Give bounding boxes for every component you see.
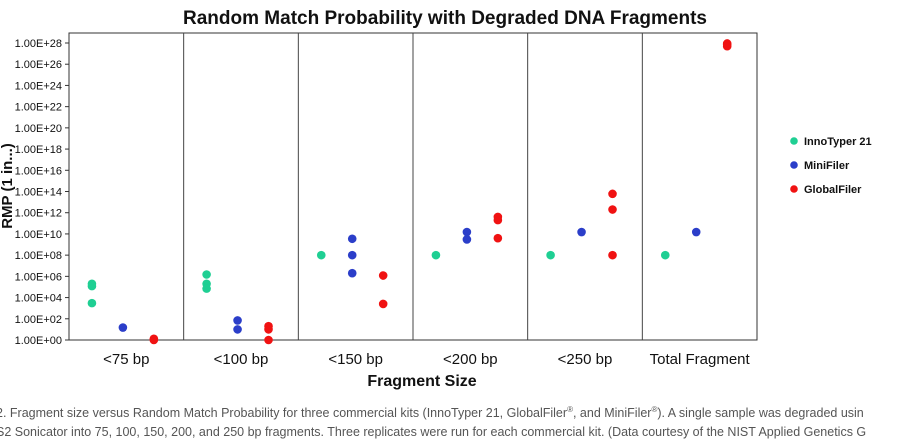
- data-point: [378, 299, 388, 309]
- data-point: [577, 227, 586, 237]
- y-tick-label: 1.00E+12: [15, 208, 62, 220]
- data-point: [608, 189, 617, 199]
- data-point: [431, 250, 441, 260]
- data-point: [347, 268, 357, 278]
- legend-label: MiniFiler: [804, 160, 850, 172]
- y-tick-label: 1.00E+26: [15, 59, 62, 71]
- data-point: [233, 325, 242, 334]
- y-tick-label: 1.00E+10: [15, 229, 62, 241]
- x-tick-label: <250 bp: [558, 351, 613, 368]
- data-point: [347, 250, 357, 260]
- y-tick-label: 1.00E+20: [15, 123, 62, 135]
- y-tick-label: 1.00E+14: [15, 187, 62, 199]
- x-tick-label: <150 bp: [328, 351, 383, 368]
- data-point: [264, 321, 273, 331]
- data-point: [660, 250, 670, 260]
- data-point: [87, 281, 97, 291]
- legend-label: InnoTyper 21: [804, 136, 872, 148]
- data-point: [149, 334, 159, 344]
- data-point: [691, 227, 701, 237]
- y-tick-label: 1.00E+18: [15, 144, 62, 156]
- legend-label: GlobalFiler: [804, 184, 862, 196]
- y-tick-label: 1.00E+00: [15, 335, 62, 347]
- data-point: [347, 234, 357, 244]
- chart-title: Random Match Probability with Degraded D…: [183, 8, 707, 29]
- data-point: [462, 235, 472, 244]
- y-tick-label: 1.00E+08: [15, 250, 62, 262]
- x-tick-label: <75 bp: [103, 351, 149, 368]
- y-axis-label: RMP (1 in...): [0, 143, 16, 229]
- y-tick-label: 1.00E+24: [15, 80, 62, 92]
- legend-marker: [790, 161, 798, 169]
- data-point: [87, 298, 97, 308]
- data-point: [316, 250, 326, 260]
- caption-line-1: 2. Fragment size versus Random Match Pro…: [0, 405, 864, 421]
- x-tick-label: <100 bp: [214, 351, 269, 368]
- y-tick-label: 1.00E+06: [15, 271, 62, 283]
- data-point: [264, 335, 273, 345]
- x-tick-label: Total Fragment: [650, 351, 751, 368]
- y-tick-label: 1.00E+16: [15, 165, 62, 177]
- caption-line-2: S2 Sonicator into 75, 100, 150, 200, and…: [0, 425, 867, 440]
- data-point: [493, 212, 503, 222]
- y-tick-label: 1.00E+02: [15, 314, 62, 326]
- legend-marker: [790, 137, 798, 145]
- chart: Random Match Probability with Degraded D…: [0, 8, 872, 390]
- data-point: [202, 270, 211, 279]
- y-tick-label: 1.00E+28: [15, 38, 62, 50]
- data-point: [118, 323, 128, 332]
- data-point: [546, 250, 555, 260]
- y-tick-label: 1.00E+22: [15, 102, 62, 114]
- data-point: [378, 271, 388, 280]
- data-point: [722, 39, 732, 48]
- data-point: [493, 233, 503, 243]
- y-tick-label: 1.00E+04: [15, 293, 62, 305]
- data-point: [608, 205, 617, 214]
- data-point: [462, 227, 472, 237]
- data-point: [233, 316, 242, 325]
- data-point: [608, 250, 617, 260]
- figure-caption: 2. Fragment size versus Random Match Pro…: [0, 400, 900, 442]
- data-point: [202, 284, 211, 293]
- legend-marker: [790, 185, 798, 193]
- x-tick-label: <200 bp: [443, 351, 498, 368]
- x-axis-label: Fragment Size: [367, 373, 476, 390]
